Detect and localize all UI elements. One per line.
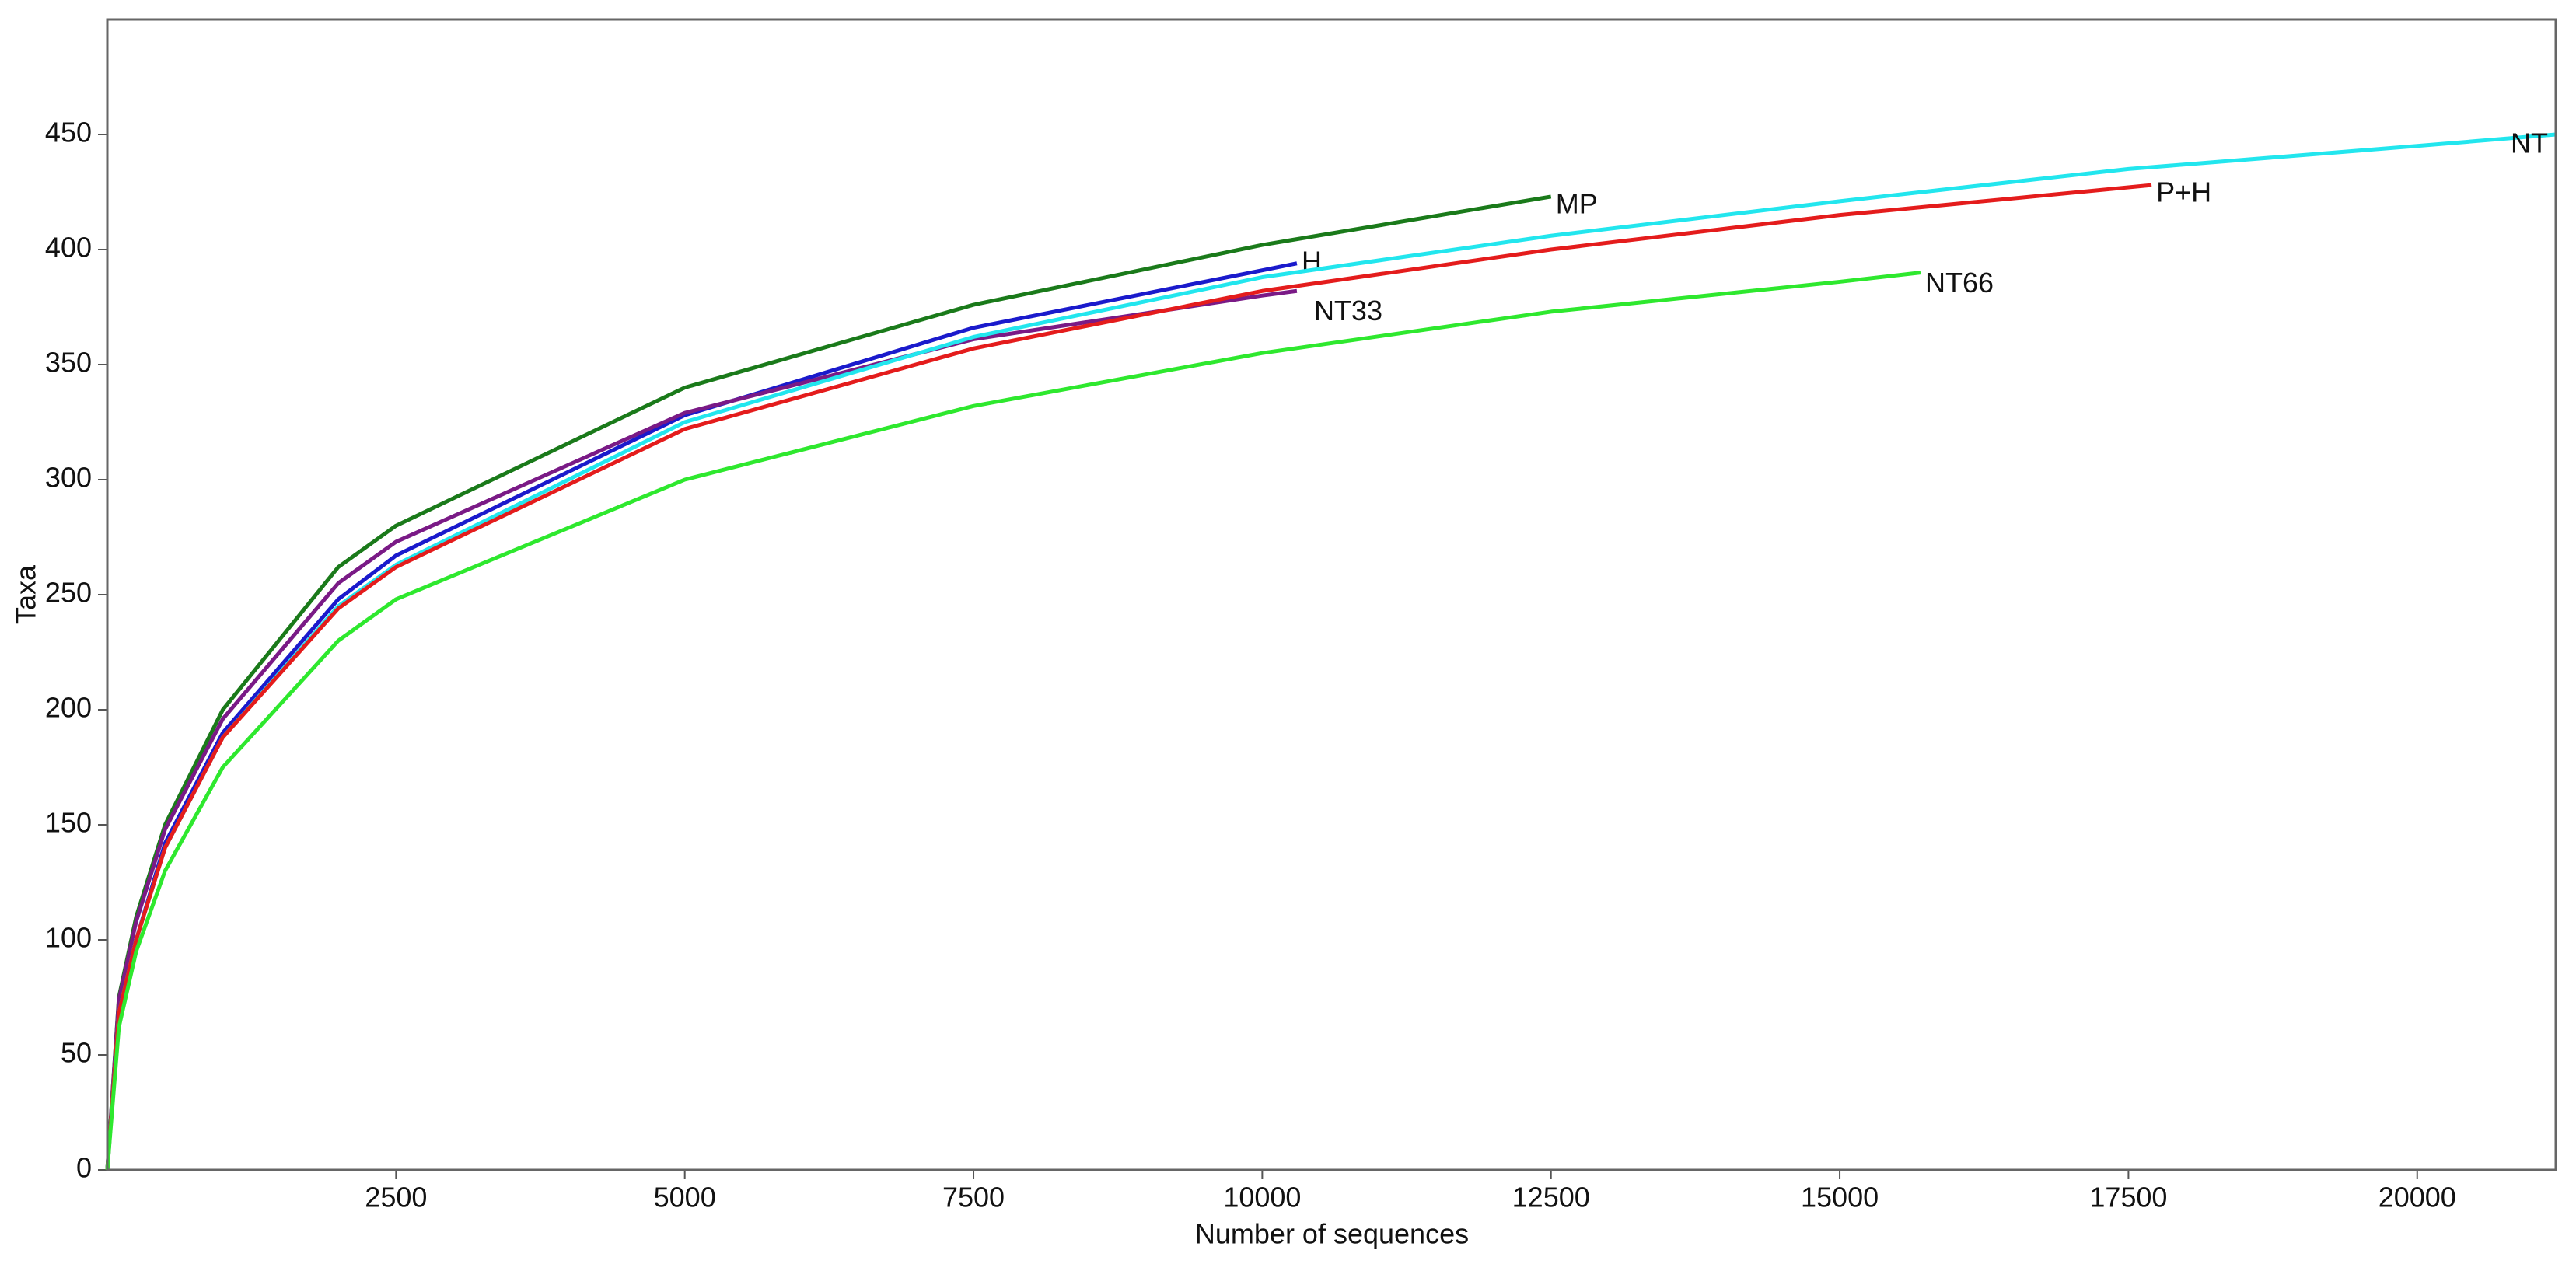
x-tick-label: 10000 <box>1223 1182 1301 1213</box>
y-axis-title: Taxa <box>10 564 42 624</box>
x-axis-title: Number of sequences <box>1195 1218 1469 1250</box>
x-tick-label: 17500 <box>2089 1182 2167 1213</box>
series-line <box>105 271 1921 1171</box>
y-tick-label: 450 <box>45 117 92 148</box>
y-tick-label: 400 <box>45 232 92 264</box>
x-tick-label: 5000 <box>654 1182 716 1213</box>
x-tick-label: 12500 <box>1512 1182 1590 1213</box>
plot-frame <box>106 18 2557 1171</box>
y-tick-label: 250 <box>45 577 92 609</box>
y-tick-label: 350 <box>45 347 92 379</box>
y-tick-label: 100 <box>45 922 92 954</box>
y-tick-label: 150 <box>45 807 92 839</box>
y-tick-label: 0 <box>76 1152 92 1184</box>
y-tick-label: 200 <box>45 692 92 724</box>
series-label: MP <box>1556 187 1598 219</box>
y-tick-label: 50 <box>61 1037 92 1069</box>
x-tick-label: 20000 <box>2379 1182 2456 1213</box>
series-label: P+H <box>2156 176 2211 208</box>
series-label: NT <box>2511 127 2548 159</box>
series-label: NT66 <box>1925 267 1994 299</box>
series-line <box>105 183 2152 1171</box>
y-tick-label: 300 <box>45 462 92 494</box>
x-tick-label: 7500 <box>942 1182 1005 1213</box>
x-tick-label: 15000 <box>1801 1182 1879 1213</box>
series-line <box>105 288 1298 1171</box>
x-tick-label: 2500 <box>365 1182 427 1213</box>
series-label: NT33 <box>1314 295 1382 326</box>
